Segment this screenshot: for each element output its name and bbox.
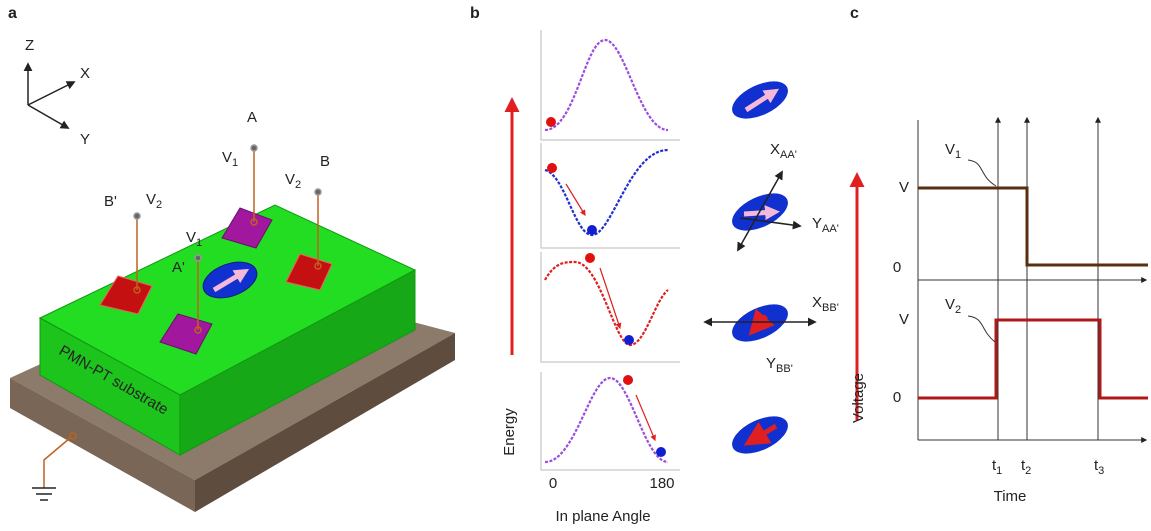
panel-label: a [8,5,17,22]
signal-name: V2 [945,296,961,316]
axis-label: X [80,65,90,82]
direction-label: XBB' [812,294,839,314]
page: aZXYAV1BV2B'V2A'V1PMN-PT substratebEnerg… [0,0,1151,531]
time-label-sub: 1 [996,465,1002,477]
figure: aZXYAV1BV2B'V2A'V1PMN-PT substratebEnerg… [0,0,1151,531]
terminal-label: B [320,153,330,170]
terminal-voltage-base: V [146,191,156,208]
direction-label-base: Y [812,215,822,232]
time-label: t2 [1021,457,1031,477]
y-axis-label: Voltage [850,373,867,423]
direction-label-base: X [770,141,780,158]
panel-label: c [850,5,859,22]
terminal-voltage-sub: 2 [156,199,162,211]
time-label: t1 [992,457,1002,477]
x-tick-label: 0 [549,475,557,492]
direction-label-base: Y [766,355,776,372]
panel-label: b [470,5,480,22]
terminal-voltage: V1 [222,149,238,169]
panel-a [10,64,455,512]
direction-label-sub: AA' [822,223,839,235]
magnet-states [705,74,815,462]
direction-label-sub: AA' [780,149,797,161]
terminal-voltage: V2 [146,191,162,211]
v2-trace [918,320,1148,398]
level-label: 0 [893,259,901,276]
terminal-voltage-base: V [285,171,295,188]
direction-label-sub: BB' [776,363,793,375]
energy-curves [545,40,668,462]
terminal-voltage-base: V [222,149,232,166]
terminal-voltage: V2 [285,171,301,191]
time-label: t3 [1094,457,1104,477]
terminal-label: B' [104,193,117,210]
level-label: V [899,311,909,328]
x-axis-label: In plane Angle [555,508,650,525]
level-label: 0 [893,389,901,406]
terminal-voltage: V1 [186,229,202,249]
axis-icon [28,64,74,128]
level-label: V [899,179,909,196]
terminal-voltage-sub: 2 [295,179,301,191]
panel-b [512,30,815,470]
ground [32,433,76,500]
axes [918,118,1146,440]
terminal-label: A [247,109,257,126]
direction-label-base: X [812,294,822,311]
direction-label-sub: BB' [822,302,839,314]
plot-frames [541,30,680,470]
time-label-sub: 2 [1025,465,1031,477]
terminal-voltage-sub: 1 [232,157,238,169]
axis-label: Z [25,37,34,54]
signal-name: V1 [945,141,961,161]
terminal-voltage-base: V [186,229,196,246]
signal-name-sub: 1 [955,149,961,161]
signal-name-base: V [945,141,955,158]
direction-label: YBB' [766,355,793,375]
terminal-voltage-sub: 1 [196,237,202,249]
signal-name-base: V [945,296,955,313]
terminal-label: A' [172,259,185,276]
direction-label: YAA' [812,215,839,235]
y-axis-label: Energy [501,408,518,456]
time-label-sub: 3 [1098,465,1104,477]
axis-label: Y [80,131,90,148]
direction-label: XAA' [770,141,797,161]
v1-trace [918,188,1148,265]
signal-name-sub: 2 [955,304,961,316]
x-tick-label: 180 [649,475,674,492]
x-axis-label: Time [994,488,1027,505]
